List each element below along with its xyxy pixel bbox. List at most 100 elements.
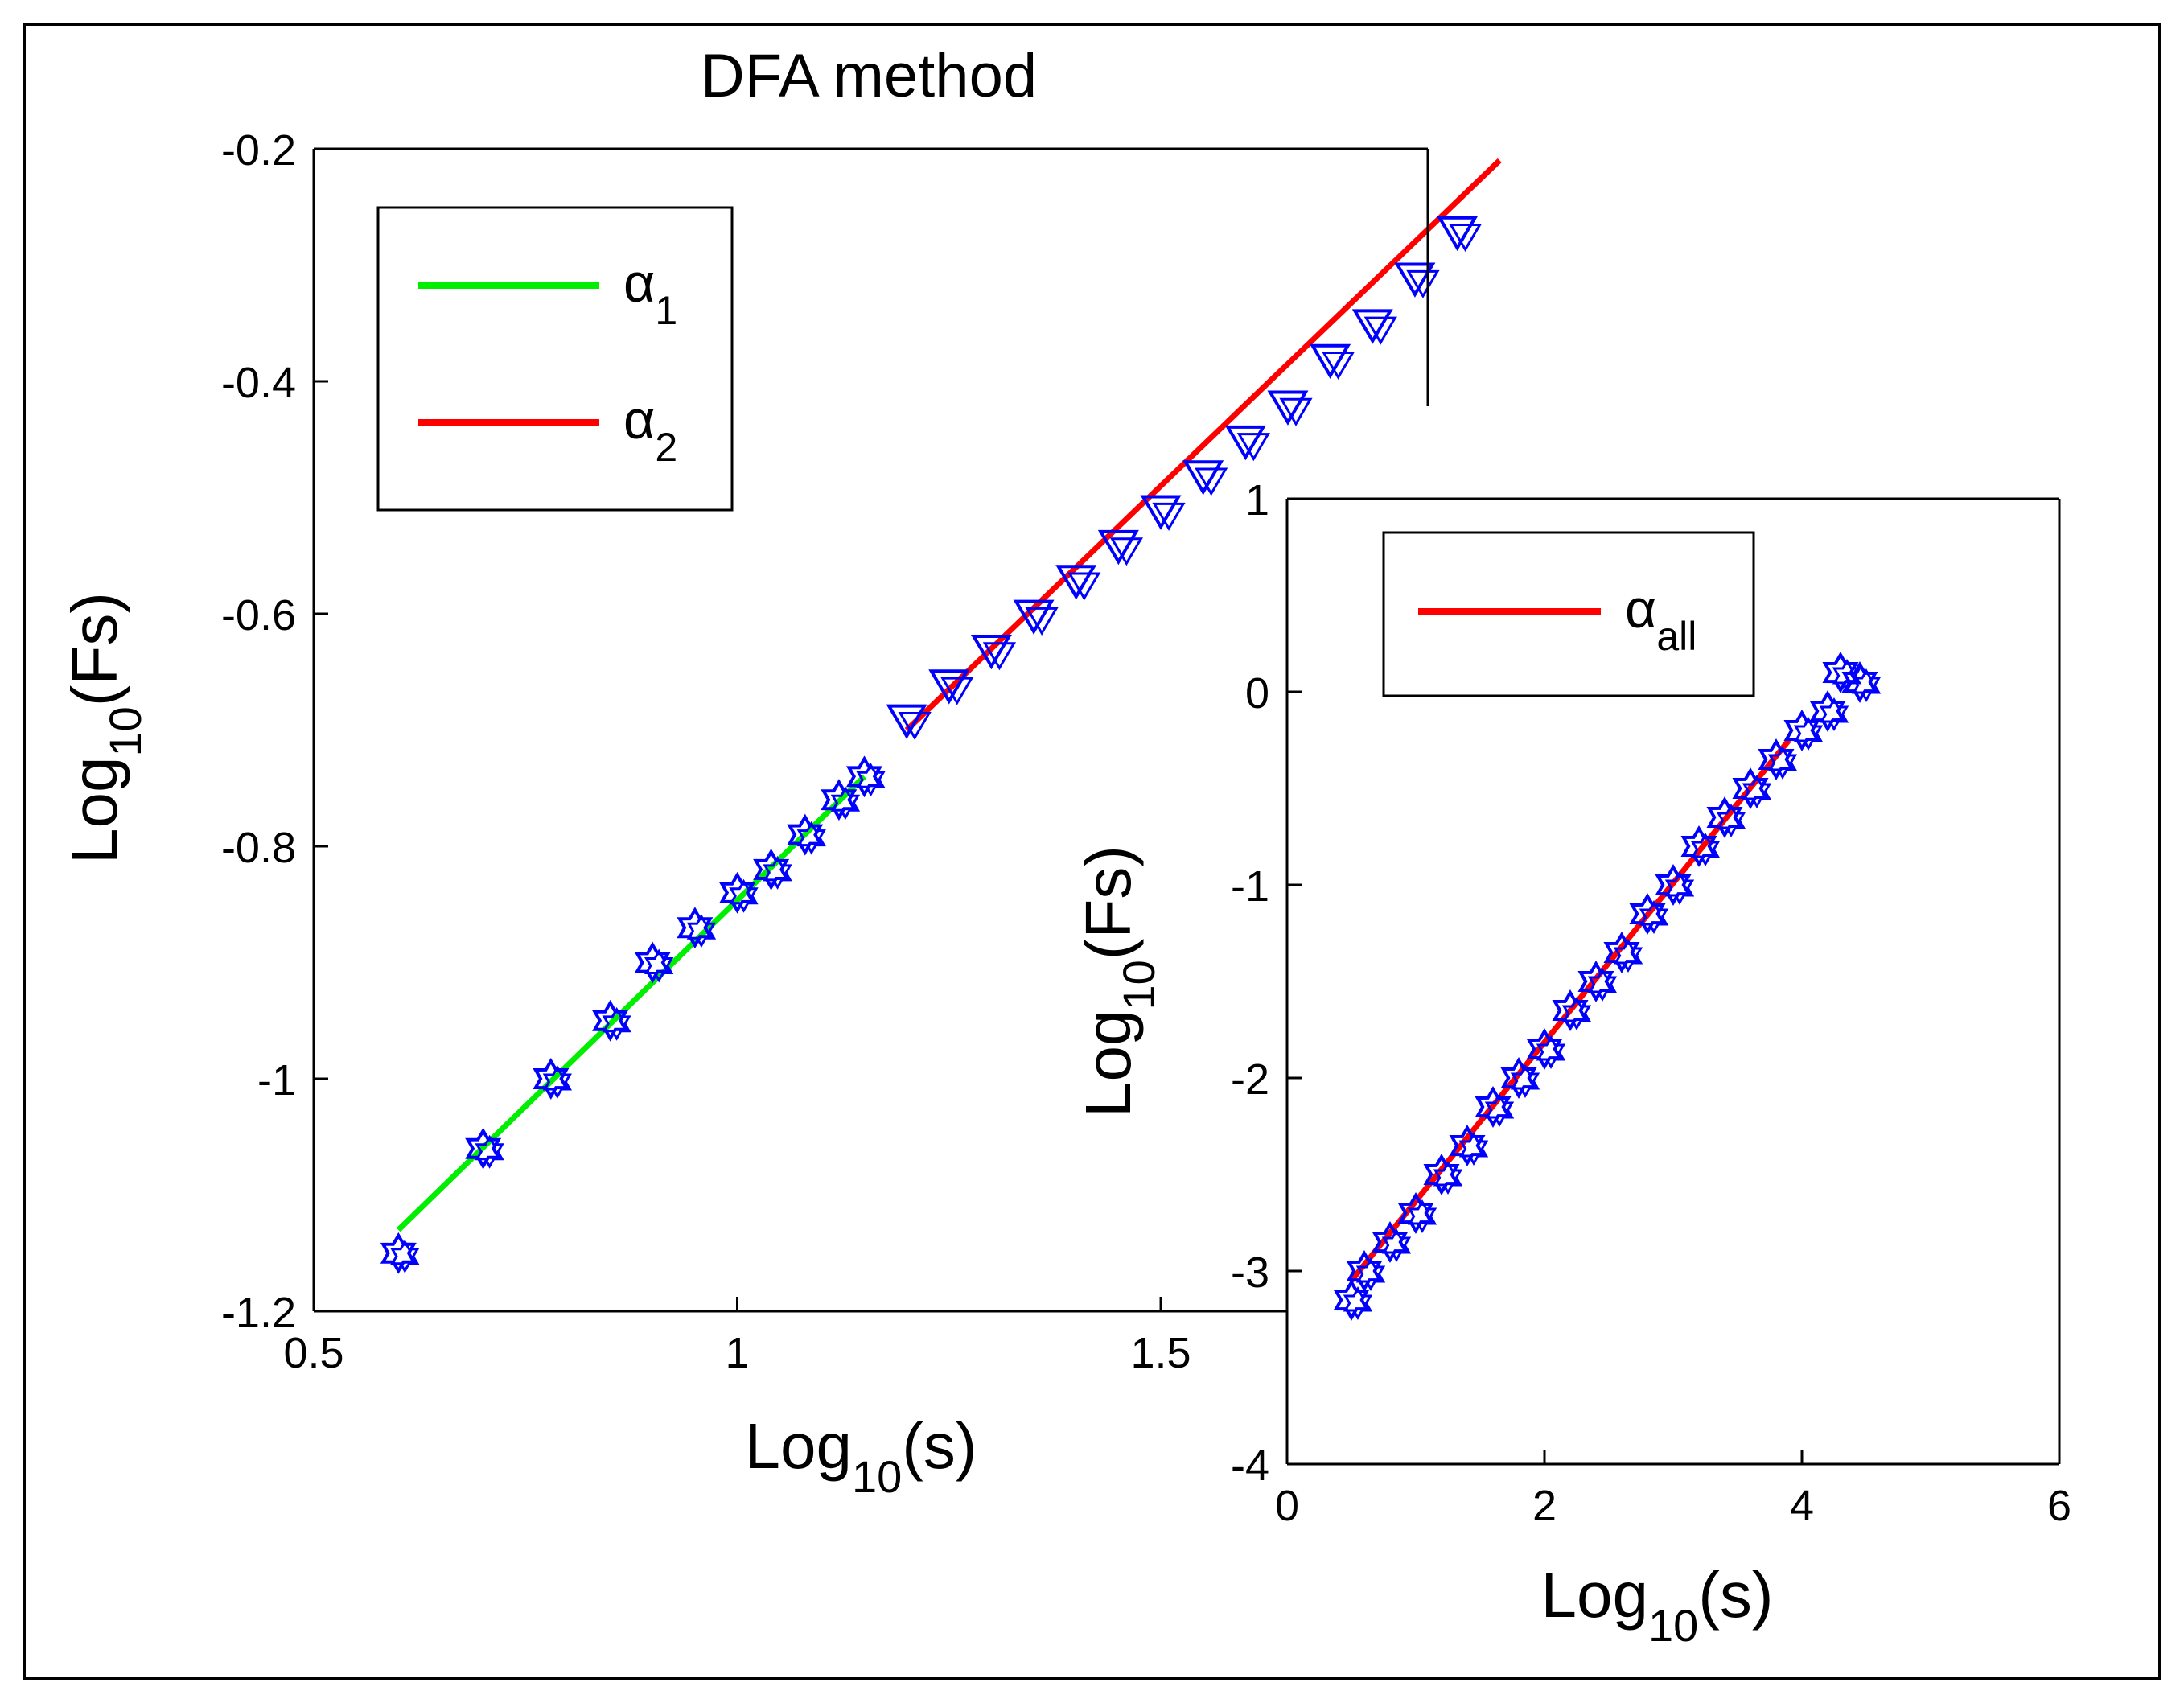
main-legend: α1 α2 bbox=[376, 206, 734, 512]
data-point-echo bbox=[1363, 316, 1397, 345]
y-tick-label: 1 bbox=[1245, 476, 1269, 524]
y-tick-label: -1 bbox=[1231, 862, 1269, 911]
inset-ticks: -4 -3 -2 -1 0 1 0 2 4 6 bbox=[1231, 476, 2071, 1530]
inset-data-marks bbox=[1333, 652, 1882, 1321]
data-point bbox=[821, 779, 858, 821]
data-point-echo bbox=[644, 948, 674, 983]
data-point-echo bbox=[1484, 1093, 1515, 1127]
data-point-echo bbox=[1819, 697, 1849, 731]
data-point-echo bbox=[686, 914, 717, 948]
data-point bbox=[1394, 262, 1436, 298]
data-point bbox=[1437, 216, 1479, 252]
data-point bbox=[1629, 893, 1666, 935]
data-point bbox=[787, 813, 824, 856]
legend-alpha1-label: α1 bbox=[623, 253, 677, 333]
data-point bbox=[1013, 599, 1055, 635]
data-point bbox=[1224, 425, 1266, 461]
data-point-echo bbox=[1322, 352, 1355, 381]
data-point bbox=[970, 634, 1012, 670]
data-point bbox=[1055, 565, 1097, 600]
data-point-echo bbox=[856, 763, 886, 797]
data-point-echo bbox=[1587, 968, 1618, 1002]
data-point bbox=[1097, 529, 1139, 566]
data-point bbox=[928, 669, 970, 705]
data-point bbox=[753, 848, 790, 891]
data-point-echo bbox=[1458, 1132, 1489, 1166]
data-point-echo bbox=[1613, 939, 1643, 973]
main-data-marks bbox=[380, 158, 1502, 1274]
data-point-echo bbox=[1510, 1064, 1540, 1098]
data-point-echo bbox=[763, 855, 792, 890]
data-point bbox=[1680, 825, 1717, 867]
data-point-echo bbox=[1406, 269, 1440, 298]
data-point-echo bbox=[1639, 900, 1669, 934]
data-point bbox=[1333, 1279, 1370, 1321]
data-point-echo bbox=[1742, 775, 1772, 808]
data-point bbox=[1603, 932, 1640, 973]
data-point bbox=[533, 1058, 570, 1100]
y-tick-label: -2 bbox=[1231, 1055, 1269, 1104]
data-point-echo bbox=[796, 821, 826, 855]
data-point bbox=[1267, 390, 1309, 426]
data-point bbox=[634, 941, 671, 984]
data-point-echo bbox=[1067, 572, 1101, 601]
data-point bbox=[1182, 460, 1224, 496]
y-tick-label: -0.2 bbox=[221, 126, 296, 175]
data-point-echo bbox=[1664, 871, 1695, 905]
data-point bbox=[1655, 864, 1692, 906]
data-point bbox=[845, 755, 882, 798]
data-point bbox=[1346, 1250, 1383, 1292]
data-point bbox=[1372, 1221, 1409, 1263]
data-point bbox=[1397, 1192, 1434, 1234]
data-point bbox=[1140, 495, 1182, 530]
y-tick-label: -1 bbox=[257, 1056, 296, 1104]
main-ticks: -1.2 -1 -0.8 -0.6 -0.4 -0.2 0.5 1 1.5 bbox=[221, 126, 1191, 1377]
data-point-echo bbox=[1767, 746, 1798, 780]
x-tick-label: 2 bbox=[1532, 1482, 1557, 1530]
legend-alpha2-label: α2 bbox=[623, 389, 677, 470]
data-point-echo bbox=[1448, 224, 1483, 253]
data-point-echo bbox=[898, 711, 932, 741]
inset-axes bbox=[1285, 497, 2061, 1466]
y-tick-label: -0.8 bbox=[221, 824, 296, 872]
data-point-echo bbox=[1109, 537, 1144, 566]
data-point bbox=[592, 999, 629, 1042]
data-point-echo bbox=[1195, 467, 1228, 496]
data-point-echo bbox=[1851, 668, 1882, 702]
x-tick-label: 1 bbox=[725, 1329, 749, 1377]
data-point bbox=[1526, 1028, 1563, 1070]
data-point bbox=[380, 1232, 417, 1274]
data-point-echo bbox=[1279, 397, 1313, 426]
fit-line-alpha-1 bbox=[396, 774, 866, 1232]
data-point-echo bbox=[1407, 1199, 1437, 1233]
data-point bbox=[1841, 661, 1878, 703]
data-point bbox=[1706, 796, 1743, 838]
data-point-echo bbox=[1433, 1161, 1463, 1195]
data-point bbox=[1351, 309, 1393, 344]
inset-legend: αall bbox=[1382, 531, 1755, 697]
data-point bbox=[886, 704, 927, 739]
data-point bbox=[1552, 989, 1589, 1031]
data-point-echo bbox=[1025, 607, 1059, 636]
data-point bbox=[1758, 738, 1795, 780]
y-tick-label: -1.2 bbox=[221, 1289, 296, 1337]
x-tick-label: 0.5 bbox=[283, 1329, 343, 1377]
data-point-echo bbox=[1355, 1257, 1386, 1291]
data-point-echo bbox=[1793, 717, 1824, 751]
legend-alphaall-label: αall bbox=[1625, 578, 1697, 659]
data-point bbox=[1732, 767, 1769, 809]
data-point-echo bbox=[1381, 1228, 1412, 1262]
x-tick-label: 4 bbox=[1790, 1482, 1814, 1530]
data-point-echo bbox=[729, 878, 759, 913]
data-point-echo bbox=[1152, 502, 1186, 531]
data-point bbox=[1577, 961, 1614, 1002]
data-point-echo bbox=[602, 1006, 631, 1041]
data-point bbox=[1500, 1057, 1537, 1099]
data-point bbox=[465, 1127, 502, 1170]
data-point-echo bbox=[390, 1239, 420, 1273]
data-point bbox=[1310, 343, 1351, 380]
data-point bbox=[1809, 690, 1846, 732]
data-point-echo bbox=[1536, 1035, 1566, 1069]
